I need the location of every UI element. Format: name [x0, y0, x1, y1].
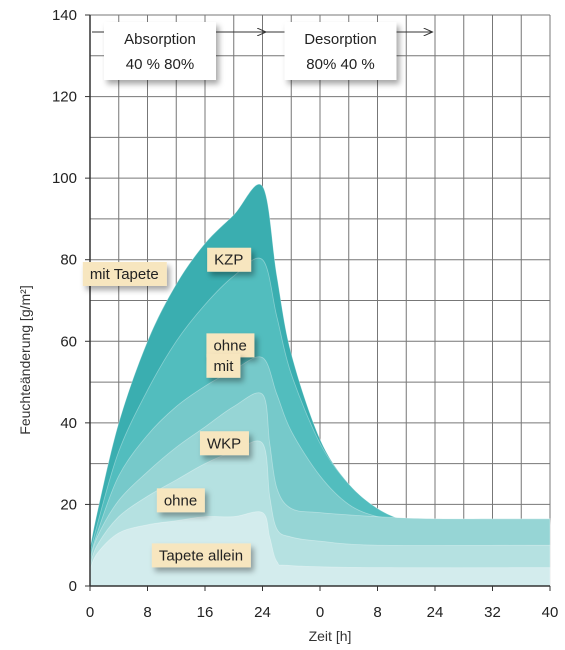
annotation-label: ohne — [164, 492, 197, 509]
x-tick-label: 0 — [86, 604, 94, 621]
phase-boxes: Absorption 40 % 80% Desorption 80% 40 % — [92, 22, 433, 80]
x-tick-label: 8 — [143, 604, 151, 621]
annotation-box — [156, 488, 205, 513]
x-tick-label: 40 — [542, 604, 559, 621]
annotation-box — [206, 353, 241, 378]
phase-box — [284, 22, 397, 80]
y-tick-label: 40 — [60, 415, 77, 432]
y-tick-label: 60 — [60, 333, 77, 350]
x-tick-label: 24 — [254, 604, 271, 621]
y-tick-label: 140 — [52, 7, 77, 24]
annotation-box — [206, 333, 255, 358]
annotation-label: ohne — [213, 337, 246, 354]
axes: 0 8 16 24 0 8 24 32 40 0 20 40 60 80 100 120 140 Zeit [h]… — [17, 7, 558, 644]
series-area — [89, 511, 551, 587]
annotation-labels: mit Tapete KZP ohne mit WKP ohne Tapete allein — [82, 247, 255, 568]
annotation-label: mit Tapete — [90, 266, 159, 283]
phase-values: 80% 40 % — [306, 56, 374, 73]
y-tick-label: 100 — [52, 170, 77, 187]
y-axis-title: Feuchteänderung [g/m²] — [17, 285, 33, 434]
x-tick-label: 32 — [484, 604, 501, 621]
annotation-label: KZP — [214, 252, 243, 269]
y-tick-label: 0 — [69, 578, 77, 595]
phase-values: 40 % 80% — [126, 56, 194, 73]
annotation-label: mit — [213, 358, 234, 375]
x-tick-label: 16 — [197, 604, 214, 621]
annotation-label: WKP — [207, 435, 241, 452]
x-tick-label: 0 — [316, 604, 324, 621]
phase-label: Desorption — [304, 31, 377, 48]
phase-label: Absorption — [124, 31, 196, 48]
annotation-box — [82, 261, 167, 286]
x-tick-label: 24 — [427, 604, 444, 621]
annotation-box — [207, 247, 252, 272]
x-tick-label: 8 — [373, 604, 381, 621]
annotation-box — [199, 431, 249, 456]
annotation-label: Tapete allein — [159, 547, 243, 564]
x-axis-title: Zeit [h] — [309, 628, 352, 644]
y-tick-label: 20 — [60, 496, 77, 513]
phase-box — [104, 22, 216, 80]
y-tick-label: 120 — [52, 89, 77, 106]
annotation-box — [151, 543, 251, 568]
y-tick-label: 80 — [60, 252, 77, 269]
